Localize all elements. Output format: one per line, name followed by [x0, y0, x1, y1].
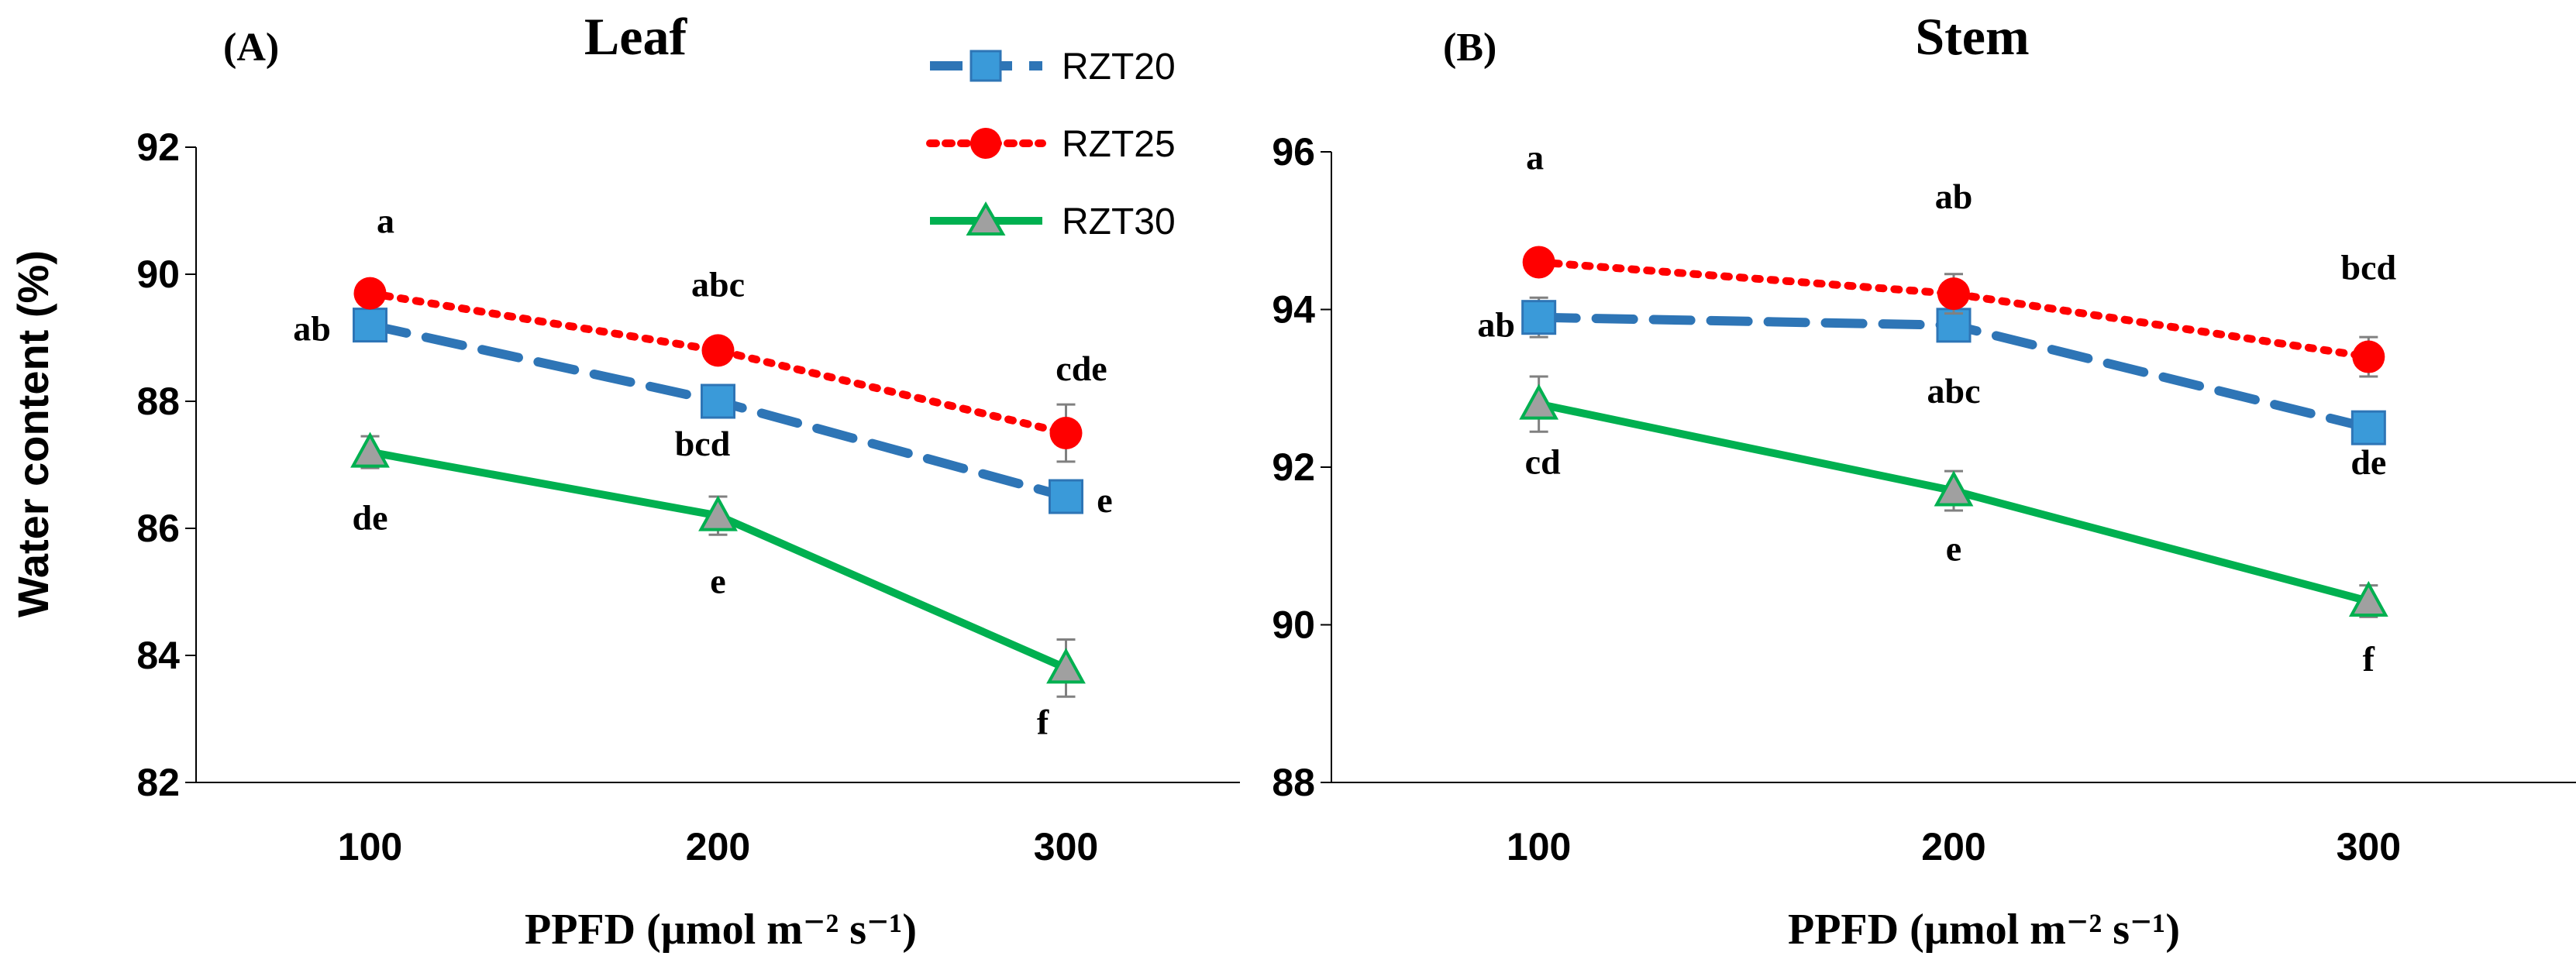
panel-b-x-axis-title: PPFD (µmol m⁻² s⁻¹) [1788, 906, 2180, 954]
panel-a-rzt20-letter: ab [293, 309, 331, 349]
panel-a-x-tick-label: 100 [338, 825, 402, 868]
panel-a-rzt20-point [1049, 479, 1083, 514]
panel-b-rzt30-letter: e [1946, 529, 1961, 569]
legend-item-rzt30: RZT30 [930, 201, 1176, 242]
legend: RZT20 RZT25 RZT30 [926, 46, 1176, 242]
panel-a-rzt25-point [353, 277, 387, 310]
panel-a-rzt20-point [353, 308, 387, 343]
panel-a-label: (A) [223, 26, 279, 70]
panel-b-x-tick-label: 300 [2337, 825, 2401, 868]
panel-a-rzt30-letter: e [710, 562, 725, 601]
panel-a-rzt30-line [366, 448, 1070, 672]
legend-item-rzt25: RZT25 [926, 124, 1176, 165]
panel-b-rzt20-letter: ab [1477, 305, 1515, 345]
legend-label-rzt20: RZT20 [1062, 46, 1176, 88]
panel-b-rzt30-point [2348, 580, 2388, 617]
panel-a-y-tick-label: 88 [136, 380, 180, 423]
panel-b-rzt20-letter: abc [1927, 371, 1981, 411]
panel-b-rzt25-point [1937, 277, 1970, 311]
panel-a-y-tick-label: 82 [136, 761, 180, 804]
panel-a-y-tick-label: 90 [136, 253, 180, 296]
panel-b-rzt25-letter: bcd [2341, 248, 2397, 287]
panel-b-rzt20-letter: de [2350, 442, 2386, 482]
panel-b-rzt20-point [1521, 300, 1557, 335]
panel-a-rzt30-letter: f [1037, 702, 1049, 741]
panel-a-rzt30-letter: de [353, 498, 388, 538]
panel-b-y-tick-label: 92 [1272, 445, 1315, 489]
panel-a-rzt30-point [1046, 648, 1086, 684]
panel-b-y-tick-label: 90 [1272, 603, 1315, 647]
panel-a-y-tick-label: 84 [136, 634, 180, 677]
panel-a-rzt25-point [701, 334, 735, 367]
panel-b-rzt25-letter: ab [1935, 177, 1973, 216]
panel-a-x-tick-label: 300 [1034, 825, 1098, 868]
legend-label-rzt25: RZT25 [1062, 124, 1176, 165]
legend-marker-rzt30 [966, 201, 1006, 236]
panel-b-y-tick-label: 94 [1272, 288, 1315, 332]
panel-b-rzt30-point [1519, 383, 1559, 420]
panel-b-y-tick-label: 88 [1272, 761, 1315, 804]
legend-marker-rzt25 [970, 128, 1001, 159]
panel-a-x-tick-label: 200 [686, 825, 750, 868]
panel-a-rzt20-letter: e [1097, 480, 1112, 520]
panel-b-label: (B) [1443, 26, 1496, 70]
legend-item-rzt20: RZT20 [930, 46, 1176, 88]
panel-b-rzt25-letter: a [1526, 137, 1544, 177]
panel-b-rzt30-letter: cd [1525, 442, 1561, 482]
panel-a-y-tick-label: 86 [136, 507, 180, 550]
panel-b-x-tick-label: 100 [1507, 825, 1571, 868]
panel-a-x-axis-title: PPFD (µmol m⁻² s⁻¹) [525, 906, 917, 954]
panel-a-rzt20-point [701, 383, 735, 419]
panel-a-plot: 82 84 86 88 90 92 100 200 300 de e f ab bcd e a abc cde [136, 126, 1240, 868]
legend-marker-rzt20 [969, 50, 1002, 82]
panel-a-title: Leaf [584, 7, 688, 66]
panel-a-rzt30-point [350, 432, 390, 468]
panel-a-rzt25-letter: a [377, 201, 394, 241]
panel-b-rzt20-point [2350, 410, 2386, 445]
panel-b-title: Stem [1915, 7, 2029, 66]
panel-b-y-tick-label: 96 [1272, 130, 1315, 174]
legend-label-rzt30: RZT30 [1062, 201, 1176, 242]
panel-b-rzt30-letter: f [2363, 639, 2375, 679]
panel-a-y-axis-title: Water content (%) [9, 250, 57, 617]
panel-b-rzt25-point [1522, 246, 1555, 279]
panel-b-x-tick-label: 200 [1921, 825, 1985, 868]
panel-a-rzt25-letter: abc [691, 264, 745, 304]
panel-b-rzt25-point [2352, 340, 2385, 373]
panel-a-y-tick-label: 92 [136, 126, 180, 169]
panel-b-rzt30-point [1934, 470, 1974, 507]
panel-a-rzt30-point [698, 495, 738, 531]
panel-a-rzt20-letter: bcd [675, 424, 731, 463]
panel-a-rzt25-letter: cde [1056, 349, 1107, 388]
panel-b-plot: 88 90 92 94 96 100 200 300 cd e f ab abc de a ab bcd [1272, 130, 2576, 868]
panel-a-rzt25-point [1049, 417, 1083, 449]
